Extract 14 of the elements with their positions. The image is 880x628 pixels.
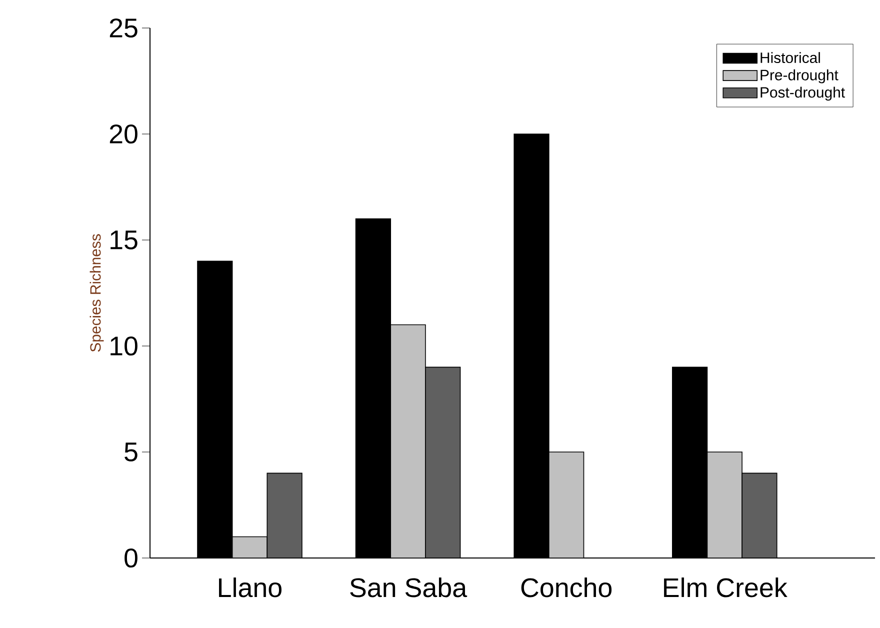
y-axis-title: Species Richness bbox=[90, 234, 104, 352]
y-tick-label: 20 bbox=[110, 124, 138, 144]
y-tick-label: 5 bbox=[124, 442, 138, 462]
x-tick-label: San Saba bbox=[350, 577, 468, 598]
x-tick-label: Elm Creek bbox=[664, 577, 788, 598]
y-tick-label: 0 bbox=[124, 548, 138, 568]
legend-label: Pre-drought bbox=[760, 69, 838, 84]
y-tick-label: 25 bbox=[110, 18, 138, 38]
y-tick-label: 10 bbox=[110, 336, 138, 356]
legend-label: Post-drought bbox=[760, 86, 845, 101]
legend-label: Historical bbox=[760, 52, 820, 64]
x-tick-label: Concho bbox=[521, 577, 612, 598]
x-tick-label: Llano bbox=[219, 577, 282, 598]
y-tick-label: 15 bbox=[110, 230, 138, 250]
